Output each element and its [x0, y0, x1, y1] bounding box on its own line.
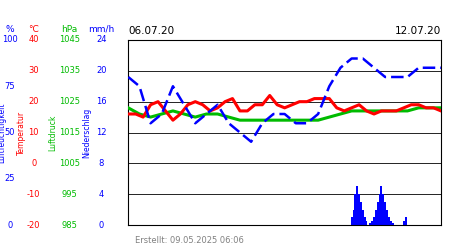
- Text: 06.07.20: 06.07.20: [128, 26, 175, 36]
- Bar: [356, 186, 358, 225]
- Bar: [352, 210, 355, 225]
- Text: 16: 16: [96, 97, 107, 106]
- Text: 12.07.20: 12.07.20: [395, 26, 441, 36]
- Bar: [355, 194, 356, 225]
- Bar: [362, 210, 364, 225]
- Bar: [381, 186, 382, 225]
- Text: 75: 75: [4, 82, 15, 91]
- Text: 25: 25: [4, 174, 15, 183]
- Bar: [371, 221, 373, 225]
- Bar: [386, 210, 388, 225]
- Bar: [403, 221, 405, 225]
- Text: Luftfeuchtigkeit: Luftfeuchtigkeit: [0, 102, 7, 163]
- Bar: [405, 217, 406, 225]
- Text: 0: 0: [7, 220, 13, 230]
- Text: 995: 995: [62, 190, 77, 199]
- Text: Temperatur: Temperatur: [17, 110, 26, 154]
- Bar: [392, 224, 394, 225]
- Text: 1045: 1045: [59, 36, 80, 44]
- Bar: [377, 202, 378, 225]
- Text: 12: 12: [96, 128, 107, 137]
- Text: hPa: hPa: [62, 25, 78, 34]
- Bar: [365, 221, 368, 225]
- Text: °C: °C: [28, 25, 39, 34]
- Bar: [364, 217, 365, 225]
- Bar: [373, 217, 375, 225]
- Bar: [351, 217, 352, 225]
- Text: 10: 10: [28, 128, 39, 137]
- Text: Luftdruck: Luftdruck: [49, 114, 58, 151]
- Text: 1025: 1025: [59, 97, 80, 106]
- Bar: [369, 224, 371, 225]
- Text: 40: 40: [28, 36, 39, 44]
- Bar: [388, 217, 390, 225]
- Text: 1015: 1015: [59, 128, 80, 137]
- Text: 8: 8: [99, 159, 104, 168]
- Text: 0: 0: [99, 220, 104, 230]
- Bar: [390, 221, 392, 225]
- Text: 1005: 1005: [59, 159, 80, 168]
- Bar: [358, 194, 360, 225]
- Text: mm/h: mm/h: [88, 25, 114, 34]
- Text: 985: 985: [62, 220, 78, 230]
- Text: 20: 20: [96, 66, 107, 75]
- Text: 30: 30: [28, 66, 39, 75]
- Bar: [378, 194, 381, 225]
- Bar: [382, 194, 384, 225]
- Text: 50: 50: [4, 128, 15, 137]
- Text: 1035: 1035: [59, 66, 80, 75]
- Text: 100: 100: [2, 36, 18, 44]
- Bar: [384, 202, 386, 225]
- Bar: [375, 210, 377, 225]
- Text: Erstellt: 09.05.2025 06:06: Erstellt: 09.05.2025 06:06: [135, 236, 243, 245]
- Text: 20: 20: [28, 97, 39, 106]
- Text: %: %: [5, 25, 14, 34]
- Text: 4: 4: [99, 190, 104, 199]
- Text: 0: 0: [31, 159, 36, 168]
- Text: -20: -20: [27, 220, 40, 230]
- Text: -10: -10: [27, 190, 40, 199]
- Text: 24: 24: [96, 36, 107, 44]
- Bar: [360, 202, 362, 225]
- Text: Niederschlag: Niederschlag: [82, 108, 91, 158]
